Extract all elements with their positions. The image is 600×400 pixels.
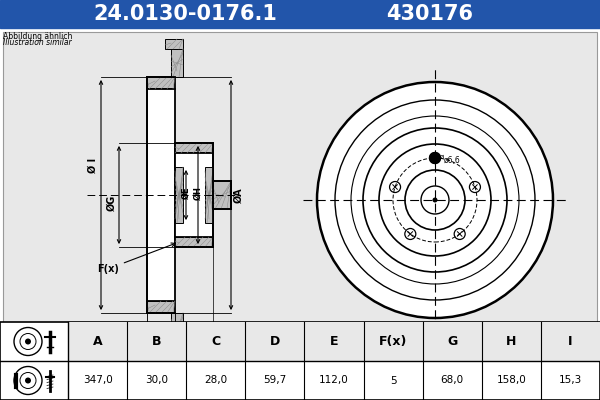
Bar [175,143,213,153]
Bar [0,0,600,28]
Text: ØA: ØA [234,187,244,203]
Bar [147,77,175,89]
Text: 112,0: 112,0 [319,376,349,386]
Bar [175,237,213,247]
Text: G: G [447,335,457,348]
Circle shape [25,338,31,344]
Bar [165,341,183,351]
Bar [68,322,600,361]
Text: A: A [93,335,103,348]
Text: 28,0: 28,0 [204,376,227,386]
Circle shape [430,152,440,164]
Text: D: D [270,335,280,348]
Bar [175,153,213,237]
Bar [165,39,183,49]
Text: H: H [506,335,517,348]
Text: D: D [155,362,163,372]
Text: Illustration similar: Illustration similar [3,38,71,47]
Text: I: I [568,335,572,348]
Text: 59,7: 59,7 [263,376,287,386]
Text: F(x): F(x) [379,335,407,348]
Text: 24.0130-0176.1: 24.0130-0176.1 [93,4,277,24]
Bar [147,89,175,301]
Text: 430176: 430176 [386,4,473,24]
Text: 5: 5 [390,376,397,386]
Text: ØG: ØG [107,195,117,211]
Circle shape [317,82,553,318]
Bar [147,301,175,313]
Bar [171,313,183,341]
Bar [175,167,183,223]
Text: ø6,6: ø6,6 [443,156,460,164]
Bar [3,32,597,322]
Text: ØE: ØE [182,187,191,199]
Text: 15,3: 15,3 [559,376,582,386]
Text: 68,0: 68,0 [440,376,464,386]
Bar [0,322,600,400]
Bar [171,49,183,77]
Text: ø: ø [439,154,444,160]
Text: Abbildung ähnlich: Abbildung ähnlich [3,32,73,41]
Text: 158,0: 158,0 [496,376,526,386]
Circle shape [25,378,31,384]
Text: F(x): F(x) [97,243,175,274]
Text: C: C [211,335,220,348]
Circle shape [433,198,437,202]
Text: E: E [330,335,338,348]
Text: 30,0: 30,0 [145,376,168,386]
Text: ØH: ØH [193,186,203,200]
Text: C (MTH): C (MTH) [180,348,224,358]
Bar [205,167,213,223]
Text: B: B [157,335,164,345]
Text: Ate: Ate [363,204,447,246]
Bar [213,181,231,209]
Text: Ø I: Ø I [88,158,98,172]
Text: 347,0: 347,0 [83,376,112,386]
Text: B: B [152,335,161,348]
